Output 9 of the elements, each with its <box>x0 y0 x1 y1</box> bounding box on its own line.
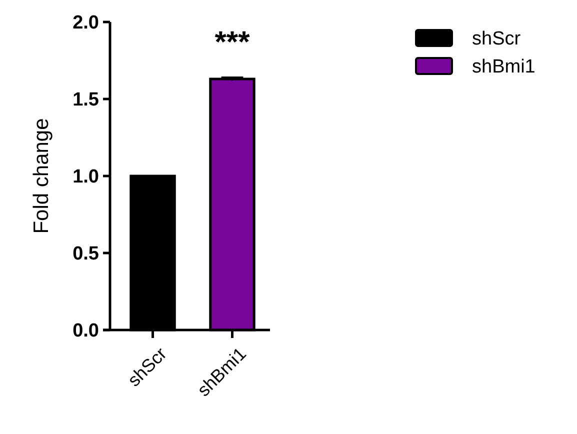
y-tick-label: 1.5 <box>72 90 100 111</box>
annotation: *** <box>214 26 250 59</box>
legend-label: shScr <box>472 28 522 50</box>
y-tick-label: 2.0 <box>72 12 99 34</box>
y-tick-label: 1.0 <box>72 166 99 188</box>
y-tick-label: 0.5 <box>72 244 100 265</box>
y-tick-label: 0.0 <box>72 320 99 342</box>
legend-label: shBmi1 <box>472 56 536 78</box>
y-axis-title: Fold change <box>30 118 53 234</box>
